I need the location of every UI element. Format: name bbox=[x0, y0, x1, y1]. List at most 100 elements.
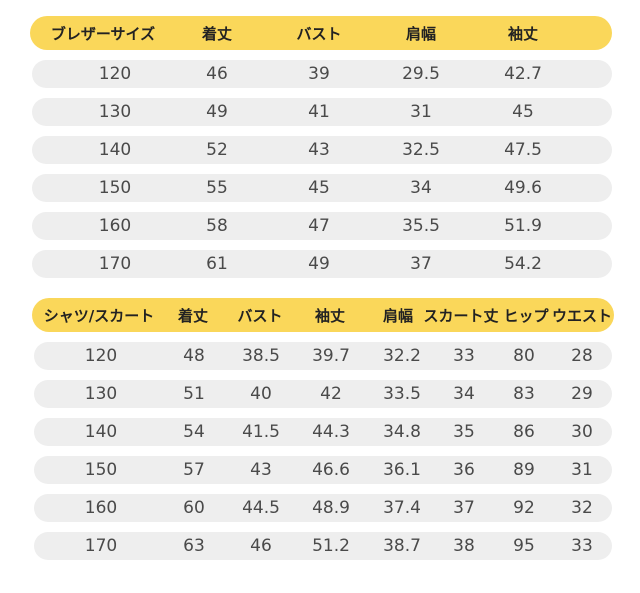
blazer-header-row: ブレザーサイズ 着丈 バスト 肩幅 袖丈 bbox=[30, 16, 612, 50]
cell-hip: 95 bbox=[513, 536, 535, 556]
header-skirt-length: スカート丈 bbox=[423, 306, 499, 325]
cell-skirt-length: 37 bbox=[453, 498, 475, 518]
cell-size: 150 bbox=[84, 460, 118, 480]
cell-bust: 39 bbox=[308, 64, 330, 84]
table-row: 130 49 41 31 45 bbox=[32, 98, 612, 126]
header-waist: ウエスト bbox=[552, 306, 613, 325]
header-bust: バスト bbox=[237, 306, 283, 325]
cell-shoulder: 37 bbox=[410, 254, 432, 274]
cell-hip: 80 bbox=[513, 346, 535, 366]
header-bust: バスト bbox=[296, 24, 342, 43]
cell-bust: 47 bbox=[308, 216, 330, 236]
cell-skirt-length: 38 bbox=[453, 536, 475, 556]
cell-size: 170 bbox=[98, 254, 132, 274]
cell-size: 130 bbox=[98, 102, 132, 122]
cell-sleeve: 51.2 bbox=[312, 536, 350, 556]
cell-size: 170 bbox=[84, 536, 118, 556]
cell-length: 46 bbox=[206, 64, 228, 84]
cell-length: 52 bbox=[206, 140, 228, 160]
cell-size: 120 bbox=[84, 346, 118, 366]
cell-sleeve: 46.6 bbox=[312, 460, 350, 480]
cell-bust: 41 bbox=[308, 102, 330, 122]
cell-waist: 33 bbox=[571, 536, 593, 556]
cell-length: 60 bbox=[183, 498, 205, 518]
header-hip: ヒップ bbox=[503, 306, 549, 325]
cell-size: 140 bbox=[98, 140, 132, 160]
cell-bust: 44.5 bbox=[242, 498, 280, 518]
header-shoulder: 肩幅 bbox=[405, 24, 436, 43]
cell-shoulder: 29.5 bbox=[402, 64, 440, 84]
cell-sleeve: 49.6 bbox=[504, 178, 542, 198]
cell-sleeve: 47.5 bbox=[504, 140, 542, 160]
cell-length: 48 bbox=[183, 346, 205, 366]
cell-bust: 45 bbox=[308, 178, 330, 198]
cell-hip: 92 bbox=[513, 498, 535, 518]
cell-waist: 31 bbox=[571, 460, 593, 480]
cell-hip: 83 bbox=[513, 384, 535, 404]
cell-sleeve: 42.7 bbox=[504, 64, 542, 84]
header-length: 着丈 bbox=[177, 306, 208, 325]
header-sleeve: 袖丈 bbox=[507, 24, 538, 43]
cell-skirt-length: 33 bbox=[453, 346, 475, 366]
table-row: 160 58 47 35.5 51.9 bbox=[32, 212, 612, 240]
table-row: 140 54 41.5 44.3 34.8 35 86 30 bbox=[34, 418, 612, 446]
table-row: 120 48 38.5 39.7 32.2 33 80 28 bbox=[34, 342, 612, 370]
cell-shoulder: 38.7 bbox=[383, 536, 421, 556]
header-shirt-skirt: シャツ/スカート bbox=[43, 306, 155, 325]
cell-shoulder: 33.5 bbox=[383, 384, 421, 404]
cell-shoulder: 34.8 bbox=[383, 422, 421, 442]
cell-length: 58 bbox=[206, 216, 228, 236]
cell-waist: 32 bbox=[571, 498, 593, 518]
cell-shoulder: 31 bbox=[410, 102, 432, 122]
cell-bust: 43 bbox=[250, 460, 272, 480]
cell-size: 160 bbox=[84, 498, 118, 518]
cell-skirt-length: 34 bbox=[453, 384, 475, 404]
cell-shoulder: 34 bbox=[410, 178, 432, 198]
cell-shoulder: 32.5 bbox=[402, 140, 440, 160]
cell-length: 55 bbox=[206, 178, 228, 198]
cell-length: 61 bbox=[206, 254, 228, 274]
cell-shoulder: 32.2 bbox=[383, 346, 421, 366]
table-row: 170 61 49 37 54.2 bbox=[32, 250, 612, 278]
cell-hip: 89 bbox=[513, 460, 535, 480]
cell-skirt-length: 35 bbox=[453, 422, 475, 442]
cell-length: 54 bbox=[183, 422, 205, 442]
header-blazer-size: ブレザーサイズ bbox=[50, 24, 156, 43]
table-row: 160 60 44.5 48.9 37.4 37 92 32 bbox=[34, 494, 612, 522]
cell-size: 160 bbox=[98, 216, 132, 236]
table-row: 150 55 45 34 49.6 bbox=[32, 174, 612, 202]
table-row: 170 63 46 51.2 38.7 38 95 33 bbox=[34, 532, 612, 560]
cell-sleeve: 45 bbox=[512, 102, 534, 122]
cell-sleeve: 54.2 bbox=[504, 254, 542, 274]
cell-skirt-length: 36 bbox=[453, 460, 475, 480]
header-sleeve: 袖丈 bbox=[314, 306, 345, 325]
cell-size: 150 bbox=[98, 178, 132, 198]
table-row: 150 57 43 46.6 36.1 36 89 31 bbox=[34, 456, 612, 484]
cell-shoulder: 35.5 bbox=[402, 216, 440, 236]
header-shoulder: 肩幅 bbox=[382, 306, 413, 325]
cell-bust: 40 bbox=[250, 384, 272, 404]
cell-length: 57 bbox=[183, 460, 205, 480]
cell-bust: 46 bbox=[250, 536, 272, 556]
cell-sleeve: 42 bbox=[320, 384, 342, 404]
cell-sleeve: 48.9 bbox=[312, 498, 350, 518]
cell-size: 140 bbox=[84, 422, 118, 442]
cell-length: 49 bbox=[206, 102, 228, 122]
table-row: 130 51 40 42 33.5 34 83 29 bbox=[34, 380, 612, 408]
cell-bust: 41.5 bbox=[242, 422, 280, 442]
table-row: 140 52 43 32.5 47.5 bbox=[32, 136, 612, 164]
cell-hip: 86 bbox=[513, 422, 535, 442]
shirt-header-row: シャツ/スカート 着丈 バスト 袖丈 肩幅 スカート丈 ヒップ ウエスト bbox=[32, 298, 614, 332]
cell-shoulder: 36.1 bbox=[383, 460, 421, 480]
cell-size: 130 bbox=[84, 384, 118, 404]
cell-length: 63 bbox=[183, 536, 205, 556]
cell-waist: 30 bbox=[571, 422, 593, 442]
cell-sleeve: 39.7 bbox=[312, 346, 350, 366]
cell-length: 51 bbox=[183, 384, 205, 404]
cell-sleeve: 51.9 bbox=[504, 216, 542, 236]
cell-sleeve: 44.3 bbox=[312, 422, 350, 442]
cell-bust: 49 bbox=[308, 254, 330, 274]
cell-size: 120 bbox=[98, 64, 132, 84]
cell-bust: 38.5 bbox=[242, 346, 280, 366]
cell-waist: 29 bbox=[571, 384, 593, 404]
